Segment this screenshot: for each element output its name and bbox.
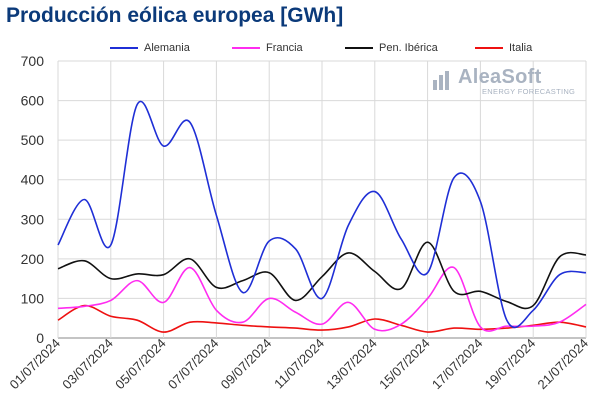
y-tick-label-600: 600: [21, 93, 45, 109]
logo-text: AleaSoft: [458, 66, 542, 88]
x-tick-label-5: 11/07/2024: [271, 336, 327, 392]
legend-item-pen-iberica: Pen. Ibérica: [345, 42, 438, 54]
y-tick-label-500: 500: [21, 132, 45, 148]
legend-item-italia: Italia: [475, 42, 532, 54]
x-tick-label-0: 01/07/2024: [6, 336, 63, 393]
aleasoft-logo: AleaSoft ENERGY FORECASTING: [432, 66, 582, 100]
legend-swatch-francia: [232, 47, 260, 49]
legend-swatch-alemania: [110, 47, 138, 49]
x-tick-label-3: 07/07/2024: [165, 336, 222, 393]
x-tick-label-4: 09/07/2024: [218, 336, 275, 393]
y-tick-label-700: 700: [21, 53, 45, 69]
legend-label-pen-iberica: Pen. Ibérica: [379, 42, 438, 54]
x-tick-label-9: 19/07/2024: [482, 336, 539, 393]
legend-swatch-pen-iberica: [345, 47, 373, 49]
y-tick-label-300: 300: [21, 211, 45, 227]
legend-swatch-italia: [475, 47, 503, 49]
legend-label-italia: Italia: [509, 42, 533, 54]
legend-item-alemania: Alemania: [110, 42, 190, 54]
x-tick-label-2: 05/07/2024: [112, 336, 169, 393]
y-tick-label-0: 0: [36, 330, 44, 346]
series-line-alemania: [57, 100, 587, 329]
aleasoft-logo-icon: [433, 71, 449, 90]
series-line-pen-ib-rica: [57, 241, 587, 310]
series-line-francia: [57, 266, 587, 332]
y-tick-label-200: 200: [21, 251, 45, 267]
x-tick-label-7: 15/07/2024: [376, 336, 433, 393]
legend-label-francia: Francia: [266, 42, 303, 54]
chart-title: Producción eólica europea [GWh]: [6, 4, 344, 27]
y-tick-label-100: 100: [21, 290, 45, 306]
x-tick-label-1: 03/07/2024: [59, 336, 116, 393]
x-tick-label-6: 13/07/2024: [323, 336, 380, 393]
x-tick-label-10: 21/07/2024: [534, 336, 591, 393]
legend-label-alemania: Alemania: [144, 42, 190, 54]
x-tick-label-8: 17/07/2024: [429, 336, 486, 393]
chart-legend: Alemania Francia Pen. Ibérica Italia: [0, 42, 600, 58]
y-tick-label-400: 400: [21, 172, 45, 188]
legend-item-francia: Francia: [232, 42, 303, 54]
logo-subtitle: ENERGY FORECASTING: [482, 87, 576, 96]
